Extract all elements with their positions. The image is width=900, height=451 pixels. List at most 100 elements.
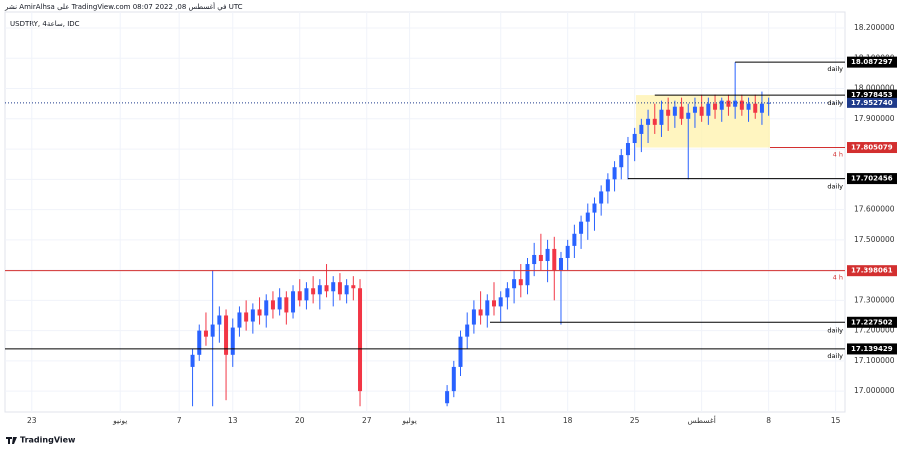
level-tag: 4 h xyxy=(833,274,843,282)
candle-body xyxy=(317,285,322,295)
candle-body xyxy=(552,248,557,271)
candle-body xyxy=(632,133,637,144)
candle-body xyxy=(217,315,222,325)
x-tick-label: 23 xyxy=(27,416,37,425)
logo xyxy=(6,437,17,444)
candle-body xyxy=(686,112,691,119)
candle-body xyxy=(311,288,316,295)
candle-body xyxy=(625,143,630,156)
candle-body xyxy=(277,297,282,310)
candle-body xyxy=(210,324,215,337)
plot-frame xyxy=(4,11,846,413)
level-label: 17.398061 xyxy=(851,267,893,275)
candle-body xyxy=(478,309,483,316)
candle-body xyxy=(512,279,517,289)
level-tag: daily xyxy=(827,65,843,73)
y-tick-label: 18.000000 xyxy=(854,84,895,93)
level-tag: daily xyxy=(827,352,843,360)
candle-body xyxy=(331,282,336,292)
candle-body xyxy=(498,297,503,307)
footer: TradingView xyxy=(20,436,76,445)
candle-body xyxy=(585,212,590,222)
candle-body xyxy=(532,254,537,265)
y-tick-label: 17.300000 xyxy=(854,295,895,304)
candle-body xyxy=(565,245,570,258)
y-tick-label: 18.200000 xyxy=(854,23,895,32)
candle-body xyxy=(726,100,731,107)
candle-body xyxy=(579,221,584,234)
y-tick-label: 17.100000 xyxy=(854,356,895,365)
candle-body xyxy=(652,118,657,125)
candle-body xyxy=(264,300,269,316)
level-label: 17.805079 xyxy=(851,144,893,152)
x-tick-label: أغسطس xyxy=(687,415,715,425)
level-label: 17.978453 xyxy=(851,91,893,99)
level-label: 17.139429 xyxy=(851,345,893,353)
candle-body xyxy=(699,106,704,116)
candle-body xyxy=(619,155,624,168)
x-tick-label: 8 xyxy=(766,416,771,425)
level-tag: 4 h xyxy=(833,151,843,159)
x-tick-label: 18 xyxy=(563,416,573,425)
header: نشر AmirAlhsa على TradingView.com في أغس… xyxy=(4,2,243,11)
candle-body xyxy=(505,288,510,298)
candle-body xyxy=(759,103,764,113)
candle-body xyxy=(525,264,530,286)
candle-body xyxy=(203,330,208,337)
candle-body xyxy=(538,254,543,262)
candle-body xyxy=(244,312,249,322)
candle-body xyxy=(545,248,550,262)
logo-icon xyxy=(6,437,17,444)
candle-body xyxy=(230,327,235,355)
y-tick-label: 17.900000 xyxy=(854,114,895,123)
candle-body xyxy=(304,288,309,301)
x-tick-label: 15 xyxy=(831,416,841,425)
candle-body xyxy=(753,103,758,113)
level-box xyxy=(847,142,897,154)
candle-body xyxy=(458,336,463,367)
level-label: 18.087297 xyxy=(851,58,893,66)
candle-body xyxy=(733,100,738,107)
y-tick-label: 17.200000 xyxy=(854,326,895,335)
x-tick-label: 7 xyxy=(177,416,182,425)
candle-body xyxy=(485,300,490,316)
candle-body xyxy=(572,233,577,246)
candle-body xyxy=(445,391,450,404)
level-box xyxy=(847,316,897,328)
candle-body xyxy=(719,100,724,110)
candle-body xyxy=(337,282,342,295)
candle-body xyxy=(592,203,597,213)
level-tag: daily xyxy=(827,183,843,191)
level-box xyxy=(847,265,897,277)
level-tag: daily xyxy=(827,99,843,107)
x-tick-label: يوليو xyxy=(401,416,416,425)
level-box xyxy=(847,343,897,355)
y-tick-label: 17.500000 xyxy=(854,235,895,244)
level-box xyxy=(847,89,897,101)
candle-body xyxy=(358,288,363,392)
candle-body xyxy=(297,291,302,301)
candle-body xyxy=(746,103,751,110)
candle-body xyxy=(612,167,617,180)
candle-body xyxy=(605,179,610,192)
x-tick-label: 27 xyxy=(362,416,372,425)
x-tick-label: 25 xyxy=(630,416,640,425)
candle-body xyxy=(672,106,677,116)
candle-body xyxy=(518,279,523,286)
candle-body xyxy=(659,109,664,125)
x-tick-label: 11 xyxy=(496,416,506,425)
candle-body xyxy=(646,118,651,125)
candle-body xyxy=(291,291,296,313)
candle-body xyxy=(706,103,711,116)
level-box xyxy=(847,56,897,68)
candle-body xyxy=(639,124,644,134)
candle-body xyxy=(766,102,771,104)
candle-body xyxy=(344,285,349,295)
candle-body xyxy=(451,366,456,392)
candle-body xyxy=(257,309,262,316)
y-tick-label: 17.600000 xyxy=(854,205,895,214)
candle-body xyxy=(558,257,563,271)
candle-body xyxy=(599,191,604,204)
x-tick-label: 20 xyxy=(295,416,305,425)
